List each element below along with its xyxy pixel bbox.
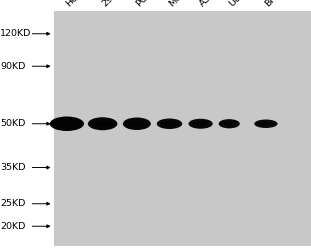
Text: Brain: Brain xyxy=(263,0,287,8)
Text: PC-3: PC-3 xyxy=(134,0,156,8)
Text: A549: A549 xyxy=(198,0,222,8)
Ellipse shape xyxy=(258,122,273,126)
Text: 90KD: 90KD xyxy=(0,62,26,71)
Ellipse shape xyxy=(161,122,178,126)
Ellipse shape xyxy=(123,118,151,130)
FancyBboxPatch shape xyxy=(54,11,311,246)
Text: 293T: 293T xyxy=(100,0,123,8)
Text: 50KD: 50KD xyxy=(0,119,26,128)
Ellipse shape xyxy=(56,120,78,127)
Text: MCF-7: MCF-7 xyxy=(167,0,194,8)
Text: 120KD: 120KD xyxy=(0,29,31,38)
Ellipse shape xyxy=(219,119,240,128)
Text: 25KD: 25KD xyxy=(0,199,26,208)
Ellipse shape xyxy=(222,122,236,126)
Ellipse shape xyxy=(157,118,182,129)
Text: Hela: Hela xyxy=(64,0,86,8)
Ellipse shape xyxy=(88,117,118,130)
Ellipse shape xyxy=(193,122,208,126)
Ellipse shape xyxy=(128,121,146,126)
Text: 35KD: 35KD xyxy=(0,163,26,172)
Text: 20KD: 20KD xyxy=(0,222,26,231)
Ellipse shape xyxy=(254,120,277,128)
Ellipse shape xyxy=(188,119,213,129)
Text: U87: U87 xyxy=(227,0,247,8)
Ellipse shape xyxy=(93,121,112,127)
Ellipse shape xyxy=(50,116,84,131)
